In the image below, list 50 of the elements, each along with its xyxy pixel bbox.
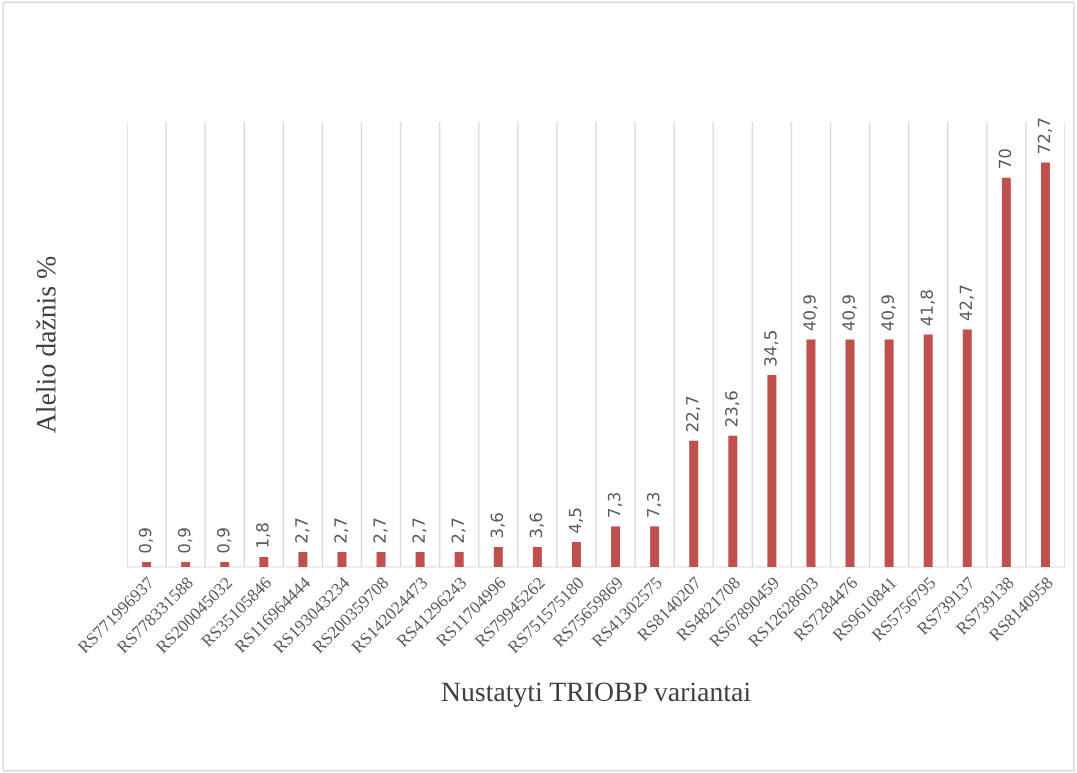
- data-label: 3,6: [490, 513, 505, 538]
- data-label: 34,5: [764, 331, 779, 366]
- data-label: 23,6: [725, 391, 740, 427]
- data-label: 1,8: [256, 523, 271, 547]
- bar: [376, 551, 386, 567]
- data-label: 40,9: [881, 295, 896, 331]
- data-label: 2,7: [451, 518, 466, 543]
- bar: [298, 551, 308, 567]
- x-axis-title: Nustatyti TRIOBP variantai: [441, 682, 751, 707]
- bar: [259, 556, 269, 567]
- bar: [1001, 177, 1011, 567]
- data-label: 70: [998, 149, 1012, 168]
- data-label: 40,9: [842, 295, 857, 331]
- data-label: 42,7: [959, 285, 974, 321]
- data-label: 4,5: [568, 508, 583, 533]
- data-label: 2,7: [295, 518, 310, 543]
- bar: [142, 561, 152, 567]
- data-label: 3,6: [529, 513, 544, 538]
- bar: [806, 339, 816, 567]
- data-label: 0,9: [177, 528, 193, 553]
- bar: [220, 561, 230, 567]
- data-label: 2,7: [334, 518, 349, 543]
- bar: [962, 329, 972, 567]
- bar: [415, 551, 425, 567]
- bar: [532, 546, 542, 567]
- bar: [493, 546, 503, 567]
- bar: [181, 561, 191, 567]
- data-label: 41,8: [920, 290, 935, 326]
- bar: [845, 339, 855, 567]
- data-label: 72,7: [1037, 118, 1052, 153]
- y-axis-title: Alelio dažnis %: [36, 256, 56, 433]
- bar: [650, 526, 660, 567]
- data-label: 0,9: [138, 528, 154, 553]
- data-label: 22,7: [685, 396, 701, 432]
- bar: [337, 551, 347, 567]
- data-label: 40,9: [803, 295, 818, 331]
- bar: [689, 440, 699, 567]
- bar: [1040, 162, 1050, 567]
- bar: [767, 375, 777, 567]
- bar: [923, 334, 933, 567]
- data-label: 7,3: [607, 492, 623, 517]
- data-label: 0,9: [216, 528, 232, 553]
- data-label: 2,7: [373, 518, 388, 543]
- bar: [884, 339, 894, 567]
- bar: [611, 526, 621, 567]
- bar: [454, 551, 464, 567]
- bar: [728, 435, 738, 567]
- data-label: 2,7: [412, 518, 427, 543]
- bar: [571, 541, 581, 567]
- data-label: 7,3: [646, 492, 662, 517]
